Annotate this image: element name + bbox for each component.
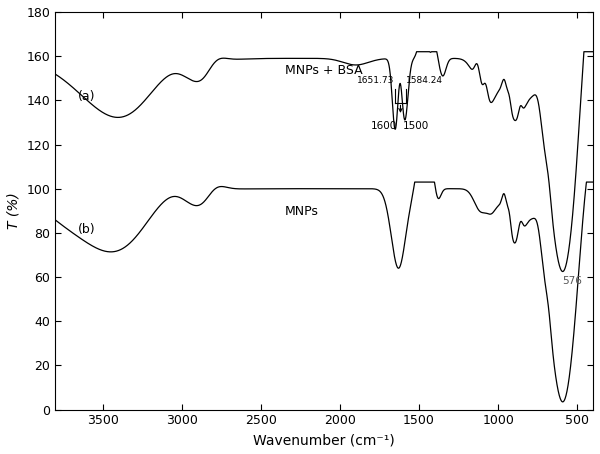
- Text: MNPs: MNPs: [284, 205, 319, 218]
- Text: MNPs + BSA: MNPs + BSA: [284, 64, 362, 77]
- Text: (a): (a): [77, 90, 95, 104]
- Text: 1500: 1500: [403, 121, 430, 131]
- Text: 1584.24: 1584.24: [406, 76, 443, 84]
- Text: (b): (b): [77, 223, 95, 236]
- Text: 576: 576: [562, 276, 581, 286]
- X-axis label: Wavenumber (cm⁻¹): Wavenumber (cm⁻¹): [253, 433, 395, 447]
- Text: 1600: 1600: [371, 121, 397, 131]
- Y-axis label: T (%): T (%): [7, 192, 21, 229]
- Text: 1651.73: 1651.73: [357, 76, 395, 84]
